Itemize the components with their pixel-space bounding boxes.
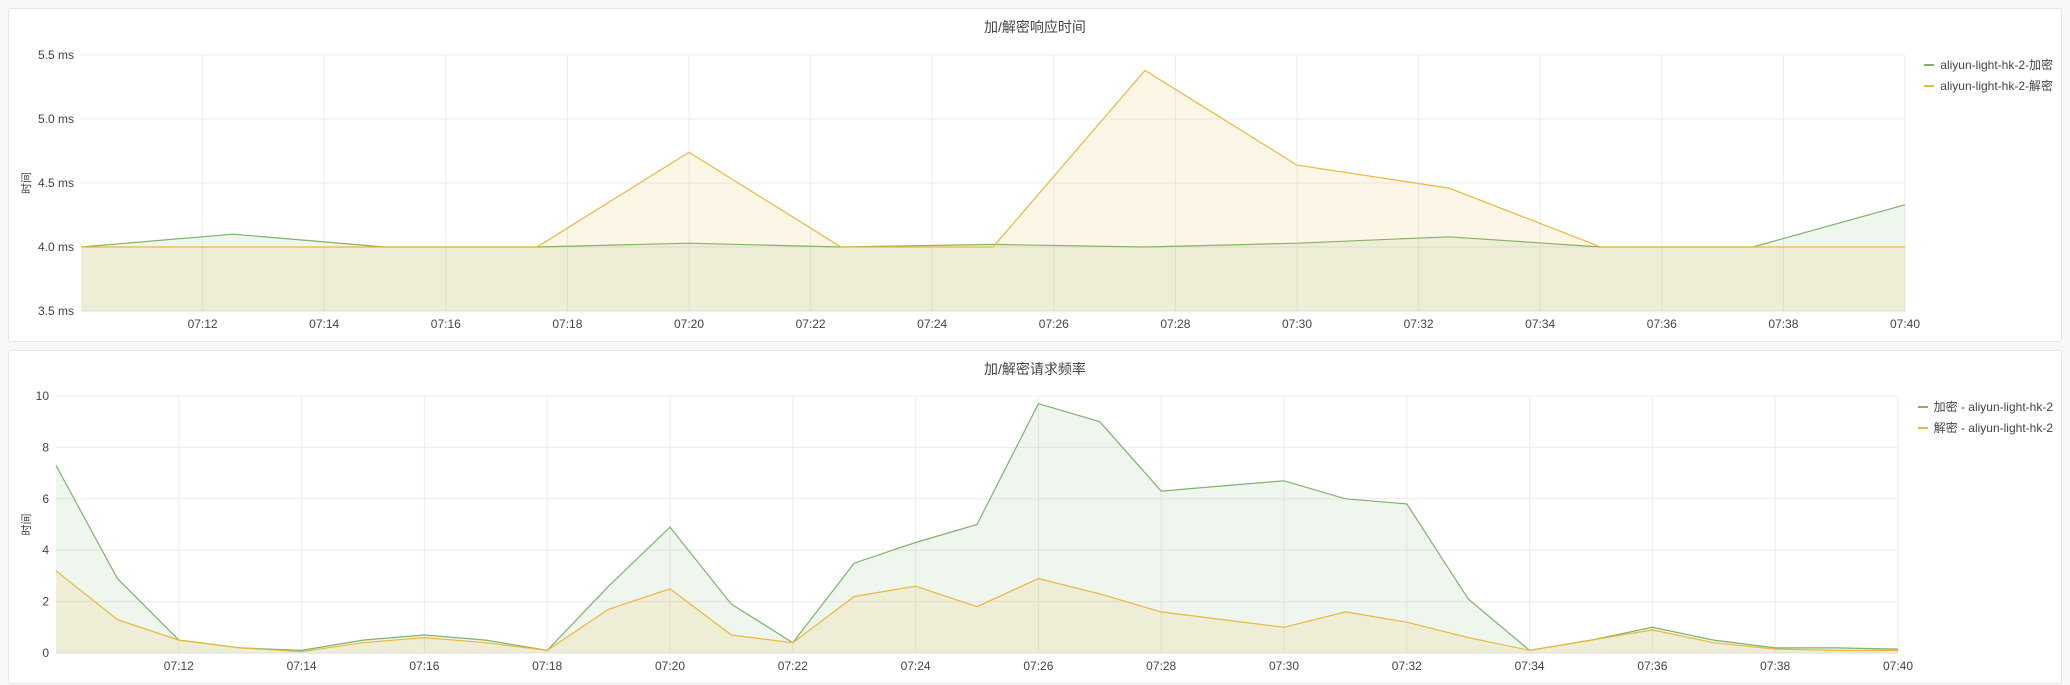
x-tick-label: 07:16 <box>431 317 461 331</box>
x-tick-label: 07:26 <box>1039 317 1069 331</box>
y-tick-label: 3.5 ms <box>38 304 74 318</box>
x-tick-label: 07:20 <box>655 659 685 673</box>
series-area-1 <box>81 70 1905 311</box>
y-tick-label: 10 <box>36 389 50 403</box>
x-tick-label: 07:32 <box>1404 317 1434 331</box>
y-axis-label: 时间 <box>20 172 33 194</box>
x-tick-label: 07:34 <box>1515 659 1545 673</box>
x-tick-label: 07:40 <box>1890 317 1920 331</box>
x-tick-label: 07:36 <box>1647 317 1677 331</box>
legend-swatch-icon <box>1918 406 1928 408</box>
x-tick-label: 07:38 <box>1768 317 1798 331</box>
x-tick-label: 07:34 <box>1525 317 1555 331</box>
request-rate-chart: 0 2 4 6 8 10 07:12 07:14 07:16 07:18 07:20 07:22 07:… <box>9 351 2061 683</box>
x-tick-label: 07:26 <box>1023 659 1053 673</box>
x-tick-label: 07:12 <box>188 317 218 331</box>
legend-label: aliyun-light-hk-2-加密 <box>1940 56 2053 73</box>
series-line-0[interactable] <box>81 205 1905 247</box>
x-tick-label: 07:32 <box>1392 659 1422 673</box>
x-tick-label: 07:30 <box>1269 659 1299 673</box>
legend-label: 解密 - aliyun-light-hk-2 <box>1934 419 2053 436</box>
request-rate-panel: 加/解密请求频率 0 2 4 6 8 10 07:12 07:14 07:16 07:18 07:2… <box>8 350 2062 684</box>
x-tick-label: 07:12 <box>164 659 194 673</box>
response-time-chart: 3.5 ms 4.0 ms 4.5 ms 5.0 ms 5.5 ms 07:12 07:14… <box>9 9 2061 341</box>
y-tick-label: 2 <box>42 595 49 609</box>
x-tick-label: 07:24 <box>901 659 931 673</box>
y-tick-label: 8 <box>42 440 49 454</box>
y-tick-label: 6 <box>42 492 49 506</box>
legend-swatch-icon <box>1918 427 1928 429</box>
x-tick-label: 07:36 <box>1637 659 1667 673</box>
legend-swatch-icon <box>1924 85 1934 87</box>
legend-item-encrypt[interactable]: 加密 - aliyun-light-hk-2 <box>1918 396 2053 417</box>
x-tick-label: 07:18 <box>552 317 582 331</box>
x-tick-label: 07:14 <box>309 317 339 331</box>
legend-item-decrypt[interactable]: 解密 - aliyun-light-hk-2 <box>1918 417 2053 438</box>
x-tick-label: 07:40 <box>1883 659 1913 673</box>
x-tick-label: 07:20 <box>674 317 704 331</box>
y-tick-label: 0 <box>42 646 49 660</box>
x-tick-label: 07:16 <box>409 659 439 673</box>
x-tick-label: 07:38 <box>1760 659 1790 673</box>
legend-label: 加密 - aliyun-light-hk-2 <box>1934 398 2053 415</box>
series-line-1[interactable] <box>81 70 1905 247</box>
response-time-panel: 加/解密响应时间 3.5 ms 4.0 ms 4.5 ms 5.0 ms 5.5 ms 0… <box>8 8 2062 342</box>
y-tick-label: 4 <box>42 543 49 557</box>
x-tick-label: 07:30 <box>1282 317 1312 331</box>
y-tick-label: 5.0 ms <box>38 112 74 126</box>
legend-label: aliyun-light-hk-2-解密 <box>1940 77 2053 94</box>
x-tick-label: 07:28 <box>1146 659 1176 673</box>
legend-swatch-icon <box>1924 64 1934 66</box>
x-tick-label: 07:18 <box>532 659 562 673</box>
legend: 加密 - aliyun-light-hk-2 解密 - aliyun-light… <box>1918 396 2053 438</box>
y-axis-label: 时间 <box>20 514 33 536</box>
y-tick-label: 4.5 ms <box>38 176 74 190</box>
x-tick-label: 07:22 <box>796 317 826 331</box>
x-tick-label: 07:28 <box>1160 317 1190 331</box>
y-tick-label: 4.0 ms <box>38 240 74 254</box>
legend-item-decrypt[interactable]: aliyun-light-hk-2-解密 <box>1924 75 2053 96</box>
y-tick-label: 5.5 ms <box>38 48 74 62</box>
legend-item-encrypt[interactable]: aliyun-light-hk-2-加密 <box>1924 54 2053 75</box>
x-tick-label: 07:22 <box>778 659 808 673</box>
x-tick-label: 07:14 <box>287 659 317 673</box>
legend: aliyun-light-hk-2-加密 aliyun-light-hk-2-解… <box>1924 54 2053 96</box>
x-tick-label: 07:24 <box>917 317 947 331</box>
